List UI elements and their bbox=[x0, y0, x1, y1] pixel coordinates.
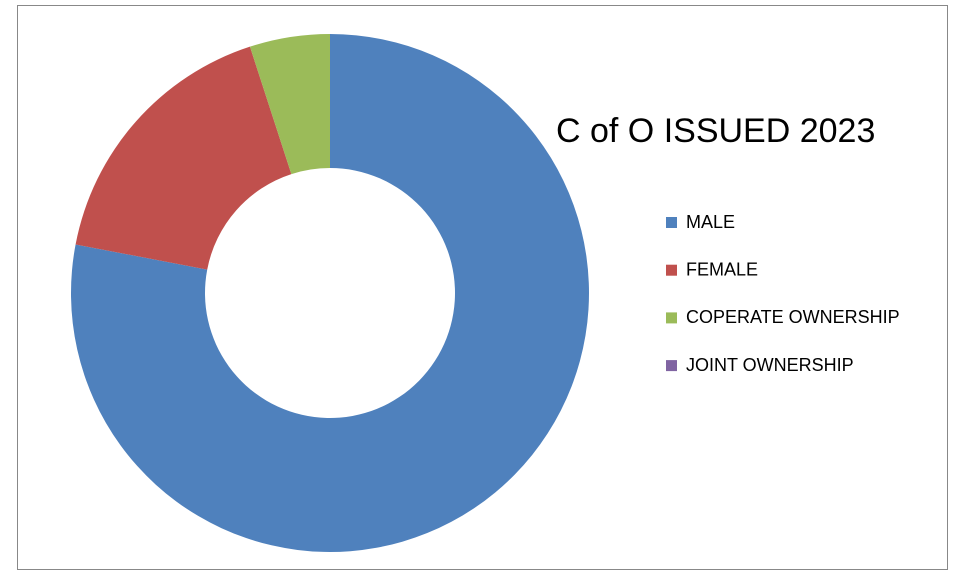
donut-slice bbox=[249, 34, 330, 175]
legend-label: COPERATE OWNERSHIP bbox=[686, 307, 900, 327]
legend-swatch bbox=[666, 217, 677, 228]
legend-swatch bbox=[666, 360, 677, 372]
legend-label: JOINT OWNERSHIP bbox=[686, 355, 854, 375]
legend-label: FEMALE bbox=[686, 259, 758, 279]
donut-slice bbox=[75, 46, 292, 270]
legend-label: MALE bbox=[686, 212, 735, 232]
legend-swatch bbox=[666, 312, 677, 324]
chart-title: C of O ISSUED 2023 bbox=[556, 112, 875, 150]
donut-slice bbox=[70, 34, 589, 553]
legend-swatch bbox=[666, 264, 677, 276]
